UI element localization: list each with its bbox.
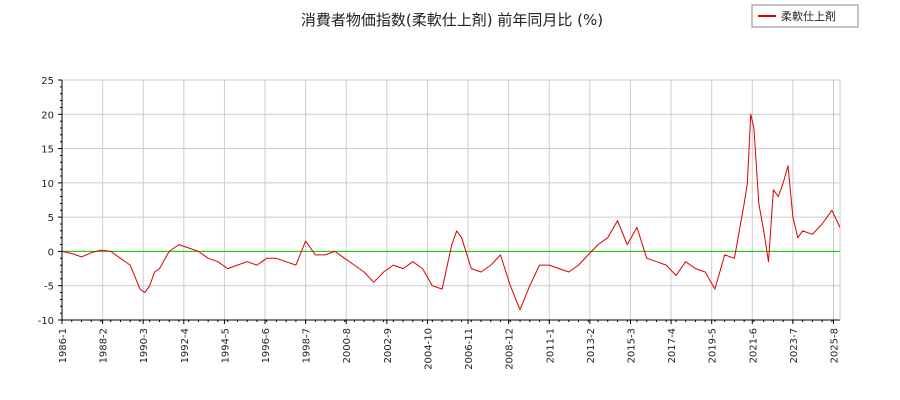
x-tick-label: 2004-10 [423, 328, 434, 370]
x-tick-label: 2021-6 [748, 328, 759, 363]
y-tick-label: 0 [48, 247, 54, 258]
x-tick-label: 1996-6 [261, 328, 272, 363]
x-tick-label: 1998-7 [302, 328, 313, 363]
y-tick-label: 25 [41, 76, 54, 87]
x-tick-label: 2002-9 [383, 328, 394, 363]
x-tick-label: 1992-4 [180, 328, 191, 363]
x-tick-label: 2015-3 [626, 328, 637, 363]
x-tick-label: 2013-2 [586, 328, 597, 363]
series-line [61, 113, 841, 311]
x-tick-label: 1990-3 [139, 328, 150, 363]
legend-box [751, 4, 859, 28]
y-tick-label: 15 [41, 145, 54, 156]
y-tick-label: 20 [41, 110, 54, 121]
x-tick-label: 2011-1 [545, 328, 556, 363]
plot-area [62, 80, 840, 320]
y-tick-label: 10 [41, 179, 54, 190]
y-tick-label: -5 [44, 282, 54, 293]
y-tick-label: 5 [48, 213, 54, 224]
legend: 柔軟仕上剤 [751, 4, 859, 28]
x-tick-label: 2008-12 [505, 328, 516, 370]
x-tick-label: 2006-11 [464, 328, 475, 370]
x-tick-label: 2000-8 [342, 328, 353, 363]
x-tick-label: 1988-2 [99, 328, 110, 363]
x-tick-label: 2025-8 [830, 328, 841, 363]
x-tick-label: 1994-5 [220, 328, 231, 363]
x-tick-label: 2023-7 [789, 328, 800, 363]
y-tick-label: -10 [38, 316, 54, 327]
chart-title: 消費者物価指数(柔軟仕上剤) 前年同月比 (%) [301, 11, 603, 29]
x-tick-label: 2017-4 [667, 328, 678, 363]
x-tick-label: 1986-1 [58, 328, 69, 363]
legend-label: 柔軟仕上剤 [781, 9, 836, 23]
x-tick-label: 2019-5 [708, 328, 719, 363]
